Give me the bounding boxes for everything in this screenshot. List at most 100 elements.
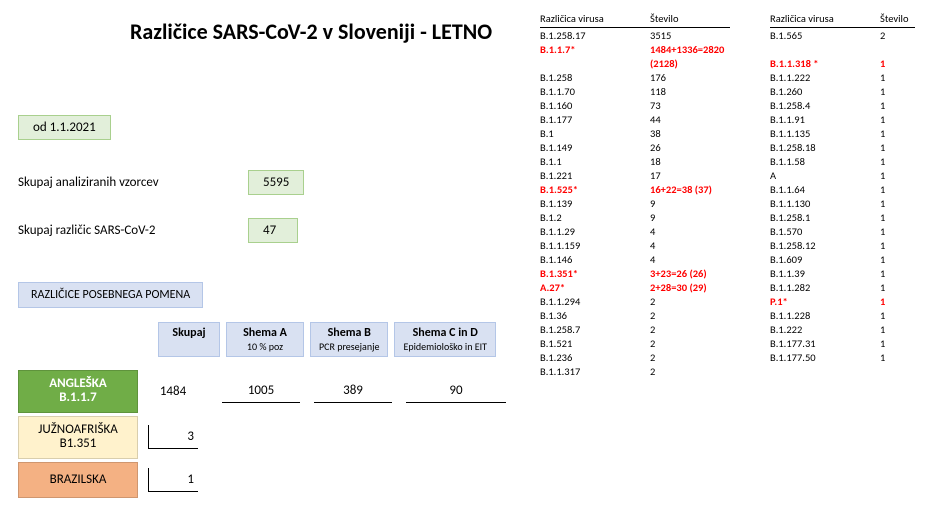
cell-variant: B.1.149 [540,140,650,154]
voc-br-row: BRAZILSKA 1 [18,462,198,498]
table-row: B.1.258.173515 [540,28,730,43]
table-row: B.1.258.181 [770,140,915,154]
cell-count: (2128) [650,56,730,70]
table-row: A1 [770,168,915,182]
cell-count: 1 [880,238,915,252]
stat-variants-label: Skupaj različic SARS-CoV-2 [18,223,238,238]
cell-variant: B.1.177 [540,112,650,126]
table-row: B.1.2221 [770,322,915,336]
stat-variants-row: Skupaj različic SARS-CoV-2 47 [18,218,298,243]
cell-variant: B.1.177.31 [770,336,880,350]
page-title: Različice SARS-CoV-2 v Sloveniji - LETNO [130,18,492,45]
table-row: B.1.1.2221 [770,70,915,84]
voc-name: BRAZILSKA [50,472,107,487]
table-row: B.1.177.311 [770,336,915,350]
table-row: B.1.362 [540,308,730,322]
table-row: B.1.1.2281 [770,308,915,322]
table-row: B.1.1.294 [540,224,730,238]
cell-variant [770,42,880,56]
cell-count: 2+28=30 (29) [650,280,730,294]
table-row: B.1.2601 [770,84,915,98]
voc-english-a: 1005 [222,379,300,403]
cell-count: 44 [650,112,730,126]
cell-count: 1 [880,84,915,98]
table-row: (2128) [540,56,730,70]
cell-count [880,42,915,56]
cell-variant: B.1.236 [540,350,650,364]
cell-variant: B.1.525* [540,182,650,196]
variant-table-1: Različica virusa Število B.1.258.173515B… [540,10,730,378]
table-row: B.1.177.501 [770,350,915,364]
table-row: B.1.5652 [770,28,915,43]
table-row: B.1.351*3+23=26 (26) [540,266,730,280]
cell-variant: B.1.1.91 [770,112,880,126]
voc-br-label: BRAZILSKA [18,462,138,498]
cell-variant: B.1.1.222 [770,70,880,84]
cell-count: 73 [650,98,730,112]
cell-variant: B.1.258.18 [770,140,880,154]
table-row: B.1.1.1301 [770,196,915,210]
cell-variant: B.1.1.130 [770,196,880,210]
cell-count: 176 [650,70,730,84]
cell-variant: B.1.146 [540,252,650,266]
voc-english-label: ANGLEŠKA B.1.1.7 [18,370,138,413]
variant-table-2: Različica virusa Število B.1.5652 B.1.1.… [770,10,915,364]
cell-count: 1 [880,140,915,154]
table-row: B.1.5701 [770,224,915,238]
cell-variant: P.1* [770,294,880,308]
cell-variant: B.1 [540,126,650,140]
cell-variant: B.1.1.70 [540,84,650,98]
cell-count: 1 [880,252,915,266]
cell-count: 1 [880,196,915,210]
schema-sub: 10 % poz [235,340,295,353]
th-count: Število [650,10,730,28]
schema-headers: Skupaj Shema A 10 % poz Shema B PCR pres… [158,322,496,357]
voc-sa-total: 3 [148,425,198,449]
table-row: B.1.14926 [540,140,730,154]
cell-count: 1 [880,350,915,364]
cell-variant: B.1.1.39 [770,266,880,280]
cell-count: 4 [650,224,730,238]
table-row: B.1.258.11 [770,210,915,224]
cell-variant: B.1.258.17 [540,28,650,43]
table-row: B.1.1.391 [770,266,915,280]
cell-variant: B.1.36 [540,308,650,322]
voc-br-total: 1 [148,468,198,492]
stat-samples-row: Skupaj analiziranih vzorcev 5595 [18,170,304,195]
table-row: B.1.1.318 *1 [770,56,915,70]
table-row: B.1.17744 [540,112,730,126]
cell-variant: B.1.570 [770,224,880,238]
stat-variants-value: 47 [248,218,298,243]
table-row: B.1.118 [540,154,730,168]
cell-count: 1 [880,294,915,308]
cell-count: 2 [650,308,730,322]
cell-count: 9 [650,210,730,224]
cell-variant: B.1.1.7* [540,42,650,56]
cell-count: 3+23=26 (26) [650,266,730,280]
cell-variant: B.1.221 [540,168,650,182]
table-row: B.1.1.1594 [540,238,730,252]
cell-count: 1 [880,336,915,350]
schema-title: Shema C in D [403,326,487,340]
table-row: B.1.258.41 [770,98,915,112]
cell-variant: B.1.258.4 [770,98,880,112]
table-row: A.27*2+28=30 (29) [540,280,730,294]
voc-english-b: 389 [314,379,392,403]
cell-count: 2 [880,28,915,43]
cell-count: 1 [880,210,915,224]
table-row: B.1.1.1351 [770,126,915,140]
table-row: B.1.1.911 [770,112,915,126]
cell-variant: B.1.351* [540,266,650,280]
cell-count: 38 [650,126,730,140]
stat-samples-value: 5595 [248,170,304,195]
schema-header-skupaj: Skupaj [158,322,220,357]
voc-sa-label: JUŽNOAFRIŠKA B1.351 [18,416,138,459]
cell-variant: B.1.160 [540,98,650,112]
cell-variant: B.1.258 [540,70,650,84]
schema-header-cd: Shema C in D Epidemiološko in EIT [394,322,496,357]
cell-variant: B.1.521 [540,336,650,350]
cell-variant: B.1.1.159 [540,238,650,252]
cell-count: 18 [650,154,730,168]
cell-variant: B.1.139 [540,196,650,210]
voc-sa-row: JUŽNOAFRIŠKA B1.351 3 [18,416,198,459]
